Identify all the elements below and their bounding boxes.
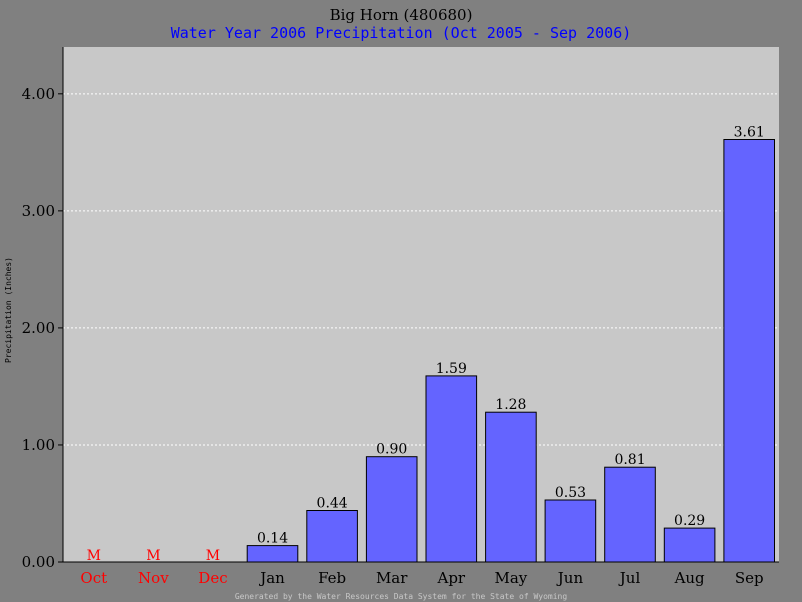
- y-axis-label: Precipitation (Inches): [4, 257, 13, 363]
- y-tick-label: 0.00: [22, 553, 55, 571]
- y-tick-label: 1.00: [22, 436, 55, 454]
- bar-value-label: 3.61: [734, 125, 765, 141]
- bar: [306, 510, 358, 563]
- plot-area: [63, 47, 779, 562]
- bar: [544, 499, 597, 563]
- x-tick-label: Jan: [258, 569, 285, 587]
- missing-marker: M: [87, 548, 101, 564]
- bar: [425, 375, 478, 563]
- x-tick-label: Jun: [556, 569, 584, 587]
- axes: [58, 47, 779, 563]
- y-tick-label: 3.00: [22, 202, 55, 220]
- bar-value-label: 0.90: [376, 442, 407, 458]
- bar-value-label: 0.53: [555, 485, 586, 501]
- x-tick-label: Dec: [198, 569, 227, 587]
- gridlines: [63, 93, 779, 446]
- x-tick-label: Mar: [376, 569, 408, 587]
- x-tick-label: Aug: [674, 569, 705, 587]
- x-tick-label: Feb: [318, 569, 346, 587]
- bar-value-label: 1.28: [495, 397, 526, 413]
- bar-value-label: 0.81: [614, 452, 645, 468]
- x-tick-label: Oct: [80, 569, 107, 587]
- bar-value-label: 0.44: [317, 496, 348, 512]
- bar: [723, 139, 776, 563]
- chart-subtitle: Water Year 2006 Precipitation (Oct 2005 …: [171, 24, 632, 42]
- x-tick-label: Nov: [138, 569, 169, 587]
- chart-title: Big Horn (480680): [330, 6, 473, 24]
- labels: 0.00 1.00 2.00 3.00 4.00 M Oct M Nov M Dec 0.14 Jan 0…: [22, 85, 765, 587]
- bar-value-label: 0.29: [674, 513, 705, 529]
- x-tick-label: Apr: [436, 569, 465, 587]
- bar: [246, 545, 299, 563]
- footer-credit: Generated by the Water Resources Data Sy…: [235, 592, 568, 601]
- bar: [604, 466, 656, 563]
- y-tick-label: 4.00: [22, 85, 55, 103]
- missing-marker: M: [146, 548, 160, 564]
- bar-value-label: 0.14: [257, 531, 288, 547]
- missing-marker: M: [206, 548, 220, 564]
- bar: [365, 456, 418, 563]
- x-tick-label: May: [494, 569, 527, 587]
- x-tick-label: Jul: [618, 569, 641, 587]
- bar-value-label: 1.59: [436, 361, 467, 377]
- bar: [663, 527, 716, 563]
- x-tick-label: Sep: [735, 569, 764, 587]
- bar: [485, 411, 537, 563]
- y-tick-label: 2.00: [22, 319, 55, 337]
